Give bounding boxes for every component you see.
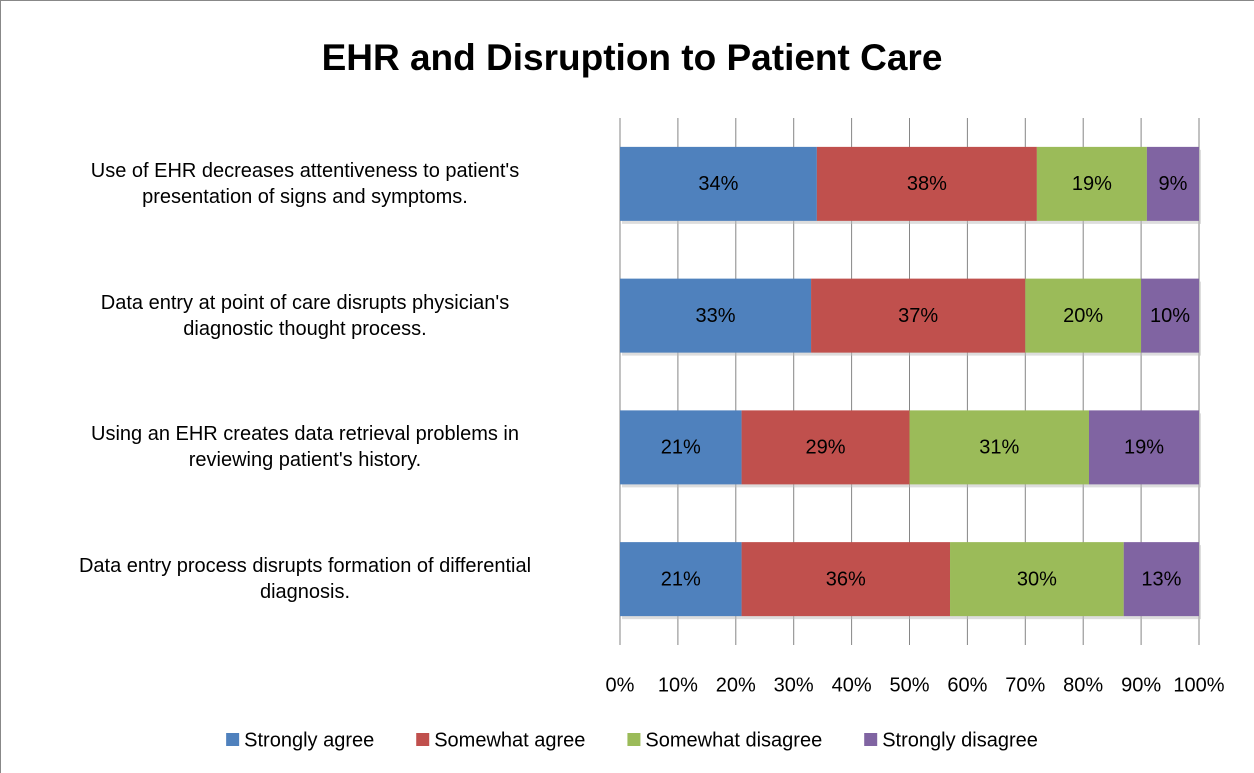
bar-segment [950, 542, 1124, 617]
bar-segment [1025, 278, 1142, 353]
bar-segment [1123, 542, 1199, 617]
x-tick-label: 90% [1121, 674, 1161, 696]
bar-segment [620, 278, 812, 353]
legend-label: Strongly agree [244, 729, 374, 751]
x-tick-label: 20% [716, 674, 756, 696]
bar-segment [741, 542, 951, 617]
data-label: 36% [826, 568, 866, 590]
legend-marker [416, 733, 430, 746]
bar-segment [741, 410, 910, 485]
data-label: 20% [1063, 305, 1103, 327]
y-tick-label: Data entry at point of care disrupts phy… [100, 291, 510, 340]
x-tick-label: 70% [1005, 674, 1045, 696]
legend-marker [226, 733, 240, 746]
bar-segment [620, 410, 742, 485]
data-label: 31% [979, 437, 1019, 459]
x-tick-label: 60% [947, 674, 987, 696]
legend-label: Somewhat agree [434, 729, 585, 751]
legend-label: Somewhat disagree [645, 729, 822, 751]
x-tick-label: 10% [658, 674, 698, 696]
x-tick-label: 30% [774, 674, 814, 696]
bar-segment [620, 542, 742, 617]
data-label: 19% [1072, 173, 1112, 195]
legend-marker [864, 733, 878, 746]
bar-segment [811, 278, 1026, 353]
data-label: 34% [698, 173, 738, 195]
bar-segment [1088, 410, 1199, 485]
data-label: 37% [898, 305, 938, 327]
data-label: 19% [1124, 437, 1164, 459]
bar-segment [1141, 278, 1199, 353]
x-tick-label: 50% [889, 674, 929, 696]
data-label: 33% [696, 305, 736, 327]
y-tick-label: Using an EHR creates data retrieval prob… [91, 423, 519, 472]
data-label: 21% [661, 568, 701, 590]
bar-segment [909, 410, 1089, 485]
bar-segment [1036, 146, 1147, 221]
x-tick-label: 100% [1173, 674, 1224, 696]
y-tick-label: Data entry process disrupts formation of… [78, 555, 532, 604]
x-tick-label: 0% [606, 674, 635, 696]
data-label: 29% [806, 437, 846, 459]
data-label: 38% [907, 173, 947, 195]
x-tick-label: 40% [832, 674, 872, 696]
legend-label: Strongly disagree [882, 729, 1038, 751]
bar-segment [620, 146, 817, 221]
data-label: 30% [1017, 568, 1057, 590]
data-label: 21% [661, 437, 701, 459]
data-label: 10% [1150, 305, 1190, 327]
bar-segment [1146, 146, 1199, 221]
legend-marker [627, 733, 641, 746]
data-label: 9% [1158, 173, 1187, 195]
x-tick-label: 80% [1063, 674, 1103, 696]
y-tick-label: Use of EHR decreases attentiveness to pa… [90, 159, 520, 208]
chart-title: EHR and Disruption to Patient Care [322, 37, 943, 78]
bar-segment [816, 146, 1037, 221]
data-label: 13% [1141, 568, 1181, 590]
